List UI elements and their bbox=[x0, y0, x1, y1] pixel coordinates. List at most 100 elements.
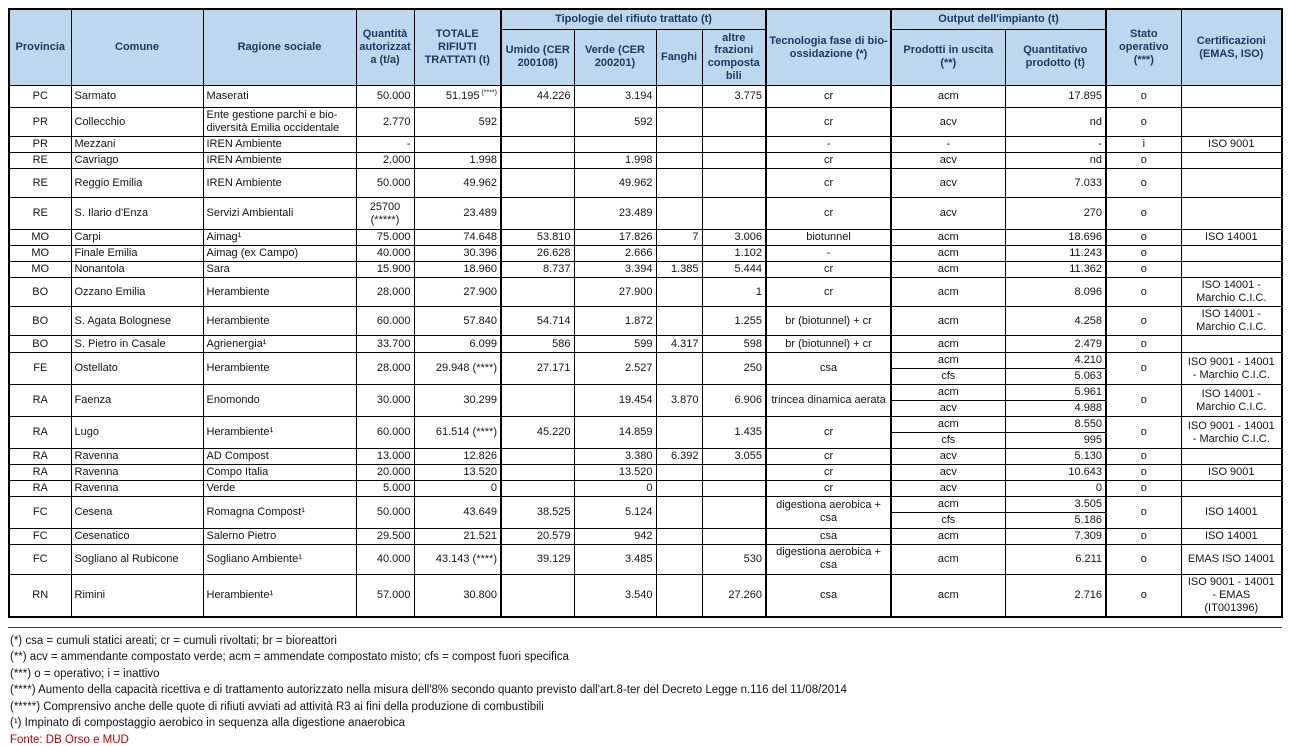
cell-totale-trattati: 43.143 (****) bbox=[413, 543, 502, 575]
cell-verde: 3.380 bbox=[573, 448, 657, 465]
cell-fanghi bbox=[655, 479, 703, 497]
cell-totale-trattati: 74.648 bbox=[413, 229, 502, 247]
cell-ragione-sociale: Enomondo bbox=[202, 384, 357, 418]
cell-umido bbox=[500, 197, 575, 231]
cell-certificazioni bbox=[1180, 152, 1283, 170]
cell-verde: 49.962 bbox=[573, 168, 657, 199]
cell-fanghi: 6.392 bbox=[655, 448, 703, 465]
table-subrow: cfs 995 bbox=[9, 432, 1282, 450]
cell-provincia: FC bbox=[8, 527, 72, 545]
cell-verde: 23.489 bbox=[573, 197, 657, 231]
cell-fanghi bbox=[655, 543, 703, 575]
cell-verde: 27.900 bbox=[573, 277, 657, 308]
cell-quantita-autorizzata: 29.500 bbox=[355, 527, 415, 545]
cell-ragione-sociale: Agrienergia¹ bbox=[202, 335, 357, 354]
cell-umido: 54.714 bbox=[500, 306, 575, 337]
cell-comune: S. Ilario d'Enza bbox=[70, 197, 204, 231]
table-row: RE Reggio Emilia IREN Ambiente 50.000 49.962… bbox=[8, 168, 1283, 199]
cell-quantitativo-prodotto: 0 bbox=[1004, 479, 1107, 497]
cell-certificazioni: ISO 14001 - Marchio C.I.C. bbox=[1180, 306, 1283, 337]
cell-verde: 3.485 bbox=[573, 543, 657, 575]
cell-quantitativo-prodotto: 4.988 bbox=[1004, 400, 1107, 418]
cell-provincia: PR bbox=[8, 136, 72, 154]
cell-tecnologia: biotunnel bbox=[765, 229, 892, 247]
cell-prodotto-uscita: acv bbox=[890, 197, 1006, 231]
cell-verde: 0 bbox=[573, 479, 657, 497]
cell-certificazioni bbox=[1180, 479, 1283, 497]
cell-quantita-autorizzata: 20.000 bbox=[355, 464, 415, 481]
cell-provincia: RA bbox=[8, 479, 72, 497]
cell-umido: 53.810 bbox=[500, 229, 575, 247]
cell-certificazioni: ISO 9001 - 14001 - EMAS (IT001396) bbox=[1180, 573, 1283, 618]
cell-verde: 13.520 bbox=[573, 464, 657, 481]
cell-quantita-autorizzata: 75.000 bbox=[355, 229, 415, 247]
cell-tecnologia: digestiona aerobica + csa bbox=[765, 495, 892, 529]
cell-tecnologia: cr bbox=[765, 277, 892, 308]
source-note: Fonte: DB Orso e MUD bbox=[10, 733, 129, 746]
cell-umido bbox=[500, 136, 575, 154]
cell-altre-frazioni bbox=[701, 136, 767, 154]
cell-provincia: PC bbox=[8, 85, 72, 109]
cell-ragione-sociale: Sara bbox=[202, 261, 357, 279]
cell-comune: Finale Emilia bbox=[70, 245, 204, 263]
cell-stato-operativo: o bbox=[1105, 152, 1182, 170]
cell-quantita-autorizzata: 30.000 bbox=[355, 384, 415, 418]
cell-totale-trattati: 29.948 (****) bbox=[413, 352, 502, 386]
cell-verde: 2.527 bbox=[573, 352, 657, 386]
table-row: FE Ostellato Herambiente 28.000 29.948 (****… bbox=[8, 352, 1283, 386]
cell-quantitativo-prodotto: 5.961 bbox=[1004, 384, 1107, 402]
cell-prodotto-uscita: acm bbox=[890, 352, 1006, 370]
cell-certificazioni bbox=[1180, 335, 1283, 354]
cell-fanghi bbox=[655, 152, 703, 170]
cell-stato-operativo: o bbox=[1105, 229, 1182, 247]
cell-totale-trattati bbox=[413, 136, 502, 154]
cell-prodotto-uscita: acm bbox=[890, 277, 1006, 308]
cell-quantitativo-prodotto: 2.479 bbox=[1004, 335, 1107, 354]
cell-prodotto-uscita: acm bbox=[890, 527, 1006, 545]
cell-stato-operativo: o bbox=[1105, 335, 1182, 354]
cell-certificazioni bbox=[1180, 245, 1283, 263]
cell-quantitativo-prodotto: 7.033 bbox=[1004, 168, 1107, 199]
cell-tecnologia: br (biotunnel) + cr bbox=[765, 335, 892, 354]
cell-quantitativo-prodotto: 8.096 bbox=[1004, 277, 1107, 308]
cell-quantitativo-prodotto: 11.362 bbox=[1004, 261, 1107, 279]
table-row: RA Ravenna Verde 5.000 0 0 cr acv 0 o bbox=[8, 479, 1283, 497]
cell-provincia: MO bbox=[8, 261, 72, 279]
cell-stato-operativo: o bbox=[1105, 448, 1182, 465]
cell-quantita-autorizzata: 40.000 bbox=[355, 245, 415, 263]
cell-provincia: RE bbox=[8, 152, 72, 170]
cell-tecnologia: digestiona aerobica + csa bbox=[765, 543, 892, 575]
cell-provincia: MO bbox=[8, 245, 72, 263]
col-header-tecnologia: Tecnologia fase di bio-ossidazione (*) bbox=[765, 8, 892, 87]
cell-comune: S. Pietro in Casale bbox=[70, 335, 204, 354]
cell-comune: Mezzani bbox=[70, 136, 204, 154]
cell-altre-frazioni bbox=[701, 479, 767, 497]
cell-altre-frazioni bbox=[701, 197, 767, 231]
cell-quantitativo-prodotto: 995 bbox=[1004, 432, 1107, 450]
cell-prodotto-uscita: acm bbox=[890, 495, 1006, 513]
cell-prodotto-uscita: acv bbox=[890, 464, 1006, 481]
cell-quantita-autorizzata: 57.000 bbox=[355, 573, 415, 618]
cell-prodotto-uscita: acm bbox=[890, 384, 1006, 402]
cell-altre-frazioni: 598 bbox=[701, 335, 767, 354]
cell-stato-operativo: o bbox=[1105, 197, 1182, 231]
footnotes: (*) csa = cumuli statici areati; cr = cu… bbox=[8, 628, 1282, 746]
cell-comune: Sarmato bbox=[70, 85, 204, 109]
cell-prodotto-uscita: acm bbox=[890, 85, 1006, 109]
cell-tecnologia: - bbox=[765, 245, 892, 263]
cell-stato-operativo: o bbox=[1105, 85, 1182, 109]
cell-altre-frazioni: 3.055 bbox=[701, 448, 767, 465]
cell-altre-frazioni: 27.260 bbox=[701, 573, 767, 618]
cell-ragione-sociale: Maserati bbox=[202, 85, 357, 109]
cell-fanghi bbox=[655, 352, 703, 386]
cell-umido bbox=[500, 464, 575, 481]
cell-totale-trattati: 1.998 bbox=[413, 152, 502, 170]
cell-comune: Sogliano al Rubicone bbox=[70, 543, 204, 575]
cell-verde: 1.998 bbox=[573, 152, 657, 170]
cell-certificazioni: ISO 9001 - 14001 - Marchio C.I.C. bbox=[1180, 352, 1283, 386]
table-row: BO S. Pietro in Casale Agrienergia¹ 33.700 6… bbox=[8, 335, 1283, 354]
cell-stato-operativo: o bbox=[1105, 495, 1182, 529]
cell-umido bbox=[500, 107, 575, 138]
cell-umido bbox=[500, 573, 575, 618]
table-subrow: cfs 5.063 bbox=[9, 368, 1282, 386]
